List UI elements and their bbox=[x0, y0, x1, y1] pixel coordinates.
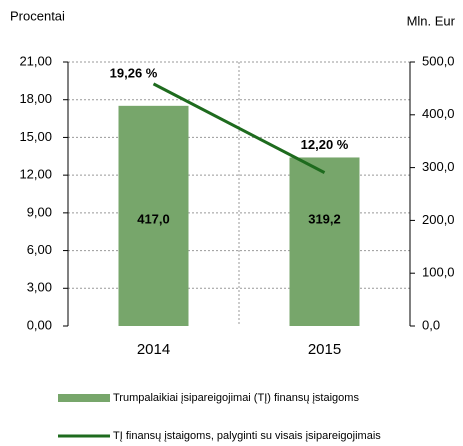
y-tick-label: 6,00 bbox=[27, 242, 52, 257]
line bbox=[152, 82, 326, 174]
y2-tick-label: 100,0 bbox=[422, 265, 455, 280]
bar bbox=[289, 157, 360, 326]
y-axis-label: Procentai bbox=[10, 8, 65, 23]
y-tick-label: 3,00 bbox=[27, 280, 52, 295]
legend-swatch bbox=[58, 394, 110, 402]
y2-tick-label: 0,0 bbox=[422, 317, 440, 332]
x-tick-label: 2015 bbox=[308, 341, 341, 358]
y-tick-label: 21,00 bbox=[19, 53, 52, 68]
line-value-label: 19,26 % bbox=[110, 65, 158, 80]
y-tick-label: 0,00 bbox=[27, 317, 52, 332]
y2-tick-label: 200,0 bbox=[422, 212, 455, 227]
line-value-label: 12,20 % bbox=[301, 137, 349, 152]
y-tick-label: 9,00 bbox=[27, 204, 52, 219]
legend-label: Trumpalaikiai įsipareigojimai (TĮ) finan… bbox=[113, 392, 359, 404]
y2-tick-label: 500,0 bbox=[422, 53, 455, 68]
y-tick-label: 15,00 bbox=[19, 129, 52, 144]
bar-value-label: 319,2 bbox=[308, 211, 341, 226]
legend-label: TĮ finansų įstaigoms, palyginti su visai… bbox=[113, 430, 381, 442]
bar-value-label: 417,0 bbox=[137, 211, 170, 226]
y2-tick-label: 300,0 bbox=[422, 159, 455, 174]
y2-tick-label: 400,0 bbox=[422, 106, 455, 121]
y-tick-label: 18,00 bbox=[19, 91, 52, 106]
y-tick-label: 12,00 bbox=[19, 167, 52, 182]
y2-axis-label: Mln. Eur bbox=[407, 13, 456, 28]
bar bbox=[118, 105, 189, 326]
x-tick-label: 2014 bbox=[137, 341, 170, 358]
